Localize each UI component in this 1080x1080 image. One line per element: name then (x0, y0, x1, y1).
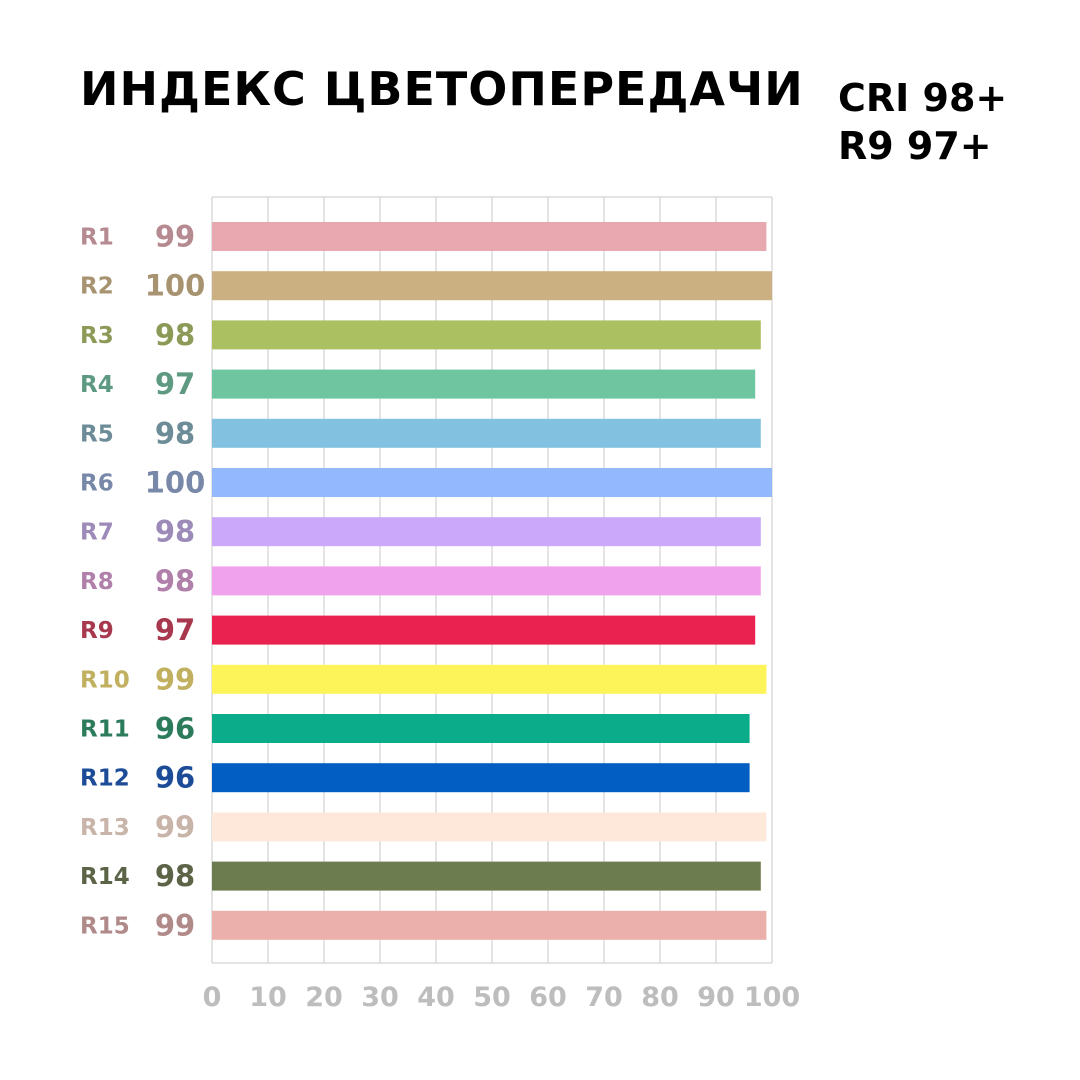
category-label: R13 (80, 815, 130, 841)
value-label: 99 (155, 662, 195, 696)
value-label: 99 (155, 810, 195, 844)
bar-r5 (212, 418, 761, 448)
category-label: R3 (80, 323, 114, 349)
value-label: 100 (145, 269, 206, 303)
value-label: 96 (155, 761, 195, 795)
bar-r8 (212, 566, 761, 596)
category-label: R11 (80, 717, 130, 743)
x-tick-label: 20 (305, 982, 343, 1013)
x-tick-label: 0 (203, 982, 222, 1013)
value-label: 97 (155, 613, 195, 647)
category-label: R9 (80, 618, 114, 644)
cri-spec: CRI 98+ (838, 76, 1008, 120)
bar-r3 (212, 320, 761, 350)
chart-title: ИНДЕКС ЦВЕТОПЕРЕДАЧИ (80, 62, 804, 116)
bar-r1 (212, 222, 767, 251)
category-label: R5 (80, 421, 114, 447)
x-tick-label: 80 (641, 982, 679, 1013)
value-label: 98 (155, 564, 195, 598)
x-tick-label: 70 (585, 982, 623, 1013)
value-label: 100 (145, 466, 206, 500)
bar-r6 (212, 468, 772, 497)
value-label: 99 (155, 908, 195, 942)
value-label: 99 (155, 220, 195, 254)
value-label: 98 (155, 416, 195, 450)
r9-spec: R9 97+ (838, 124, 992, 168)
value-label: 98 (155, 515, 195, 549)
bar-r2 (212, 271, 772, 301)
x-tick-label: 30 (361, 982, 399, 1013)
x-tick-label: 60 (529, 982, 567, 1013)
bar-r14 (212, 861, 761, 891)
category-label: R14 (80, 864, 130, 890)
value-label: 96 (155, 712, 195, 746)
value-label: 98 (155, 318, 195, 352)
specs-block: CRI 98+ R9 97+ (838, 74, 1007, 170)
bar-r10 (212, 664, 767, 694)
category-label: R8 (80, 569, 114, 595)
category-label: R10 (80, 667, 130, 693)
x-tick-label: 90 (697, 982, 735, 1013)
category-label: R2 (80, 274, 114, 300)
category-label: R4 (80, 372, 114, 398)
bar-r11 (212, 714, 750, 743)
category-label: R12 (80, 766, 130, 792)
x-tick-label: 40 (417, 982, 455, 1013)
bar-r7 (212, 517, 761, 547)
bar-r12 (212, 763, 750, 793)
bar-r9 (212, 615, 756, 645)
category-label: R1 (80, 225, 114, 251)
value-label: 98 (155, 859, 195, 893)
value-label: 97 (155, 367, 195, 401)
bar-r15 (212, 910, 767, 940)
bar-r13 (212, 812, 767, 842)
x-tick-label: 50 (473, 982, 511, 1013)
category-label: R15 (80, 913, 130, 939)
bar-r4 (212, 369, 756, 399)
x-tick-label: 100 (744, 982, 800, 1013)
category-label: R6 (80, 471, 114, 497)
category-label: R7 (80, 520, 114, 546)
x-tick-label: 10 (249, 982, 287, 1013)
